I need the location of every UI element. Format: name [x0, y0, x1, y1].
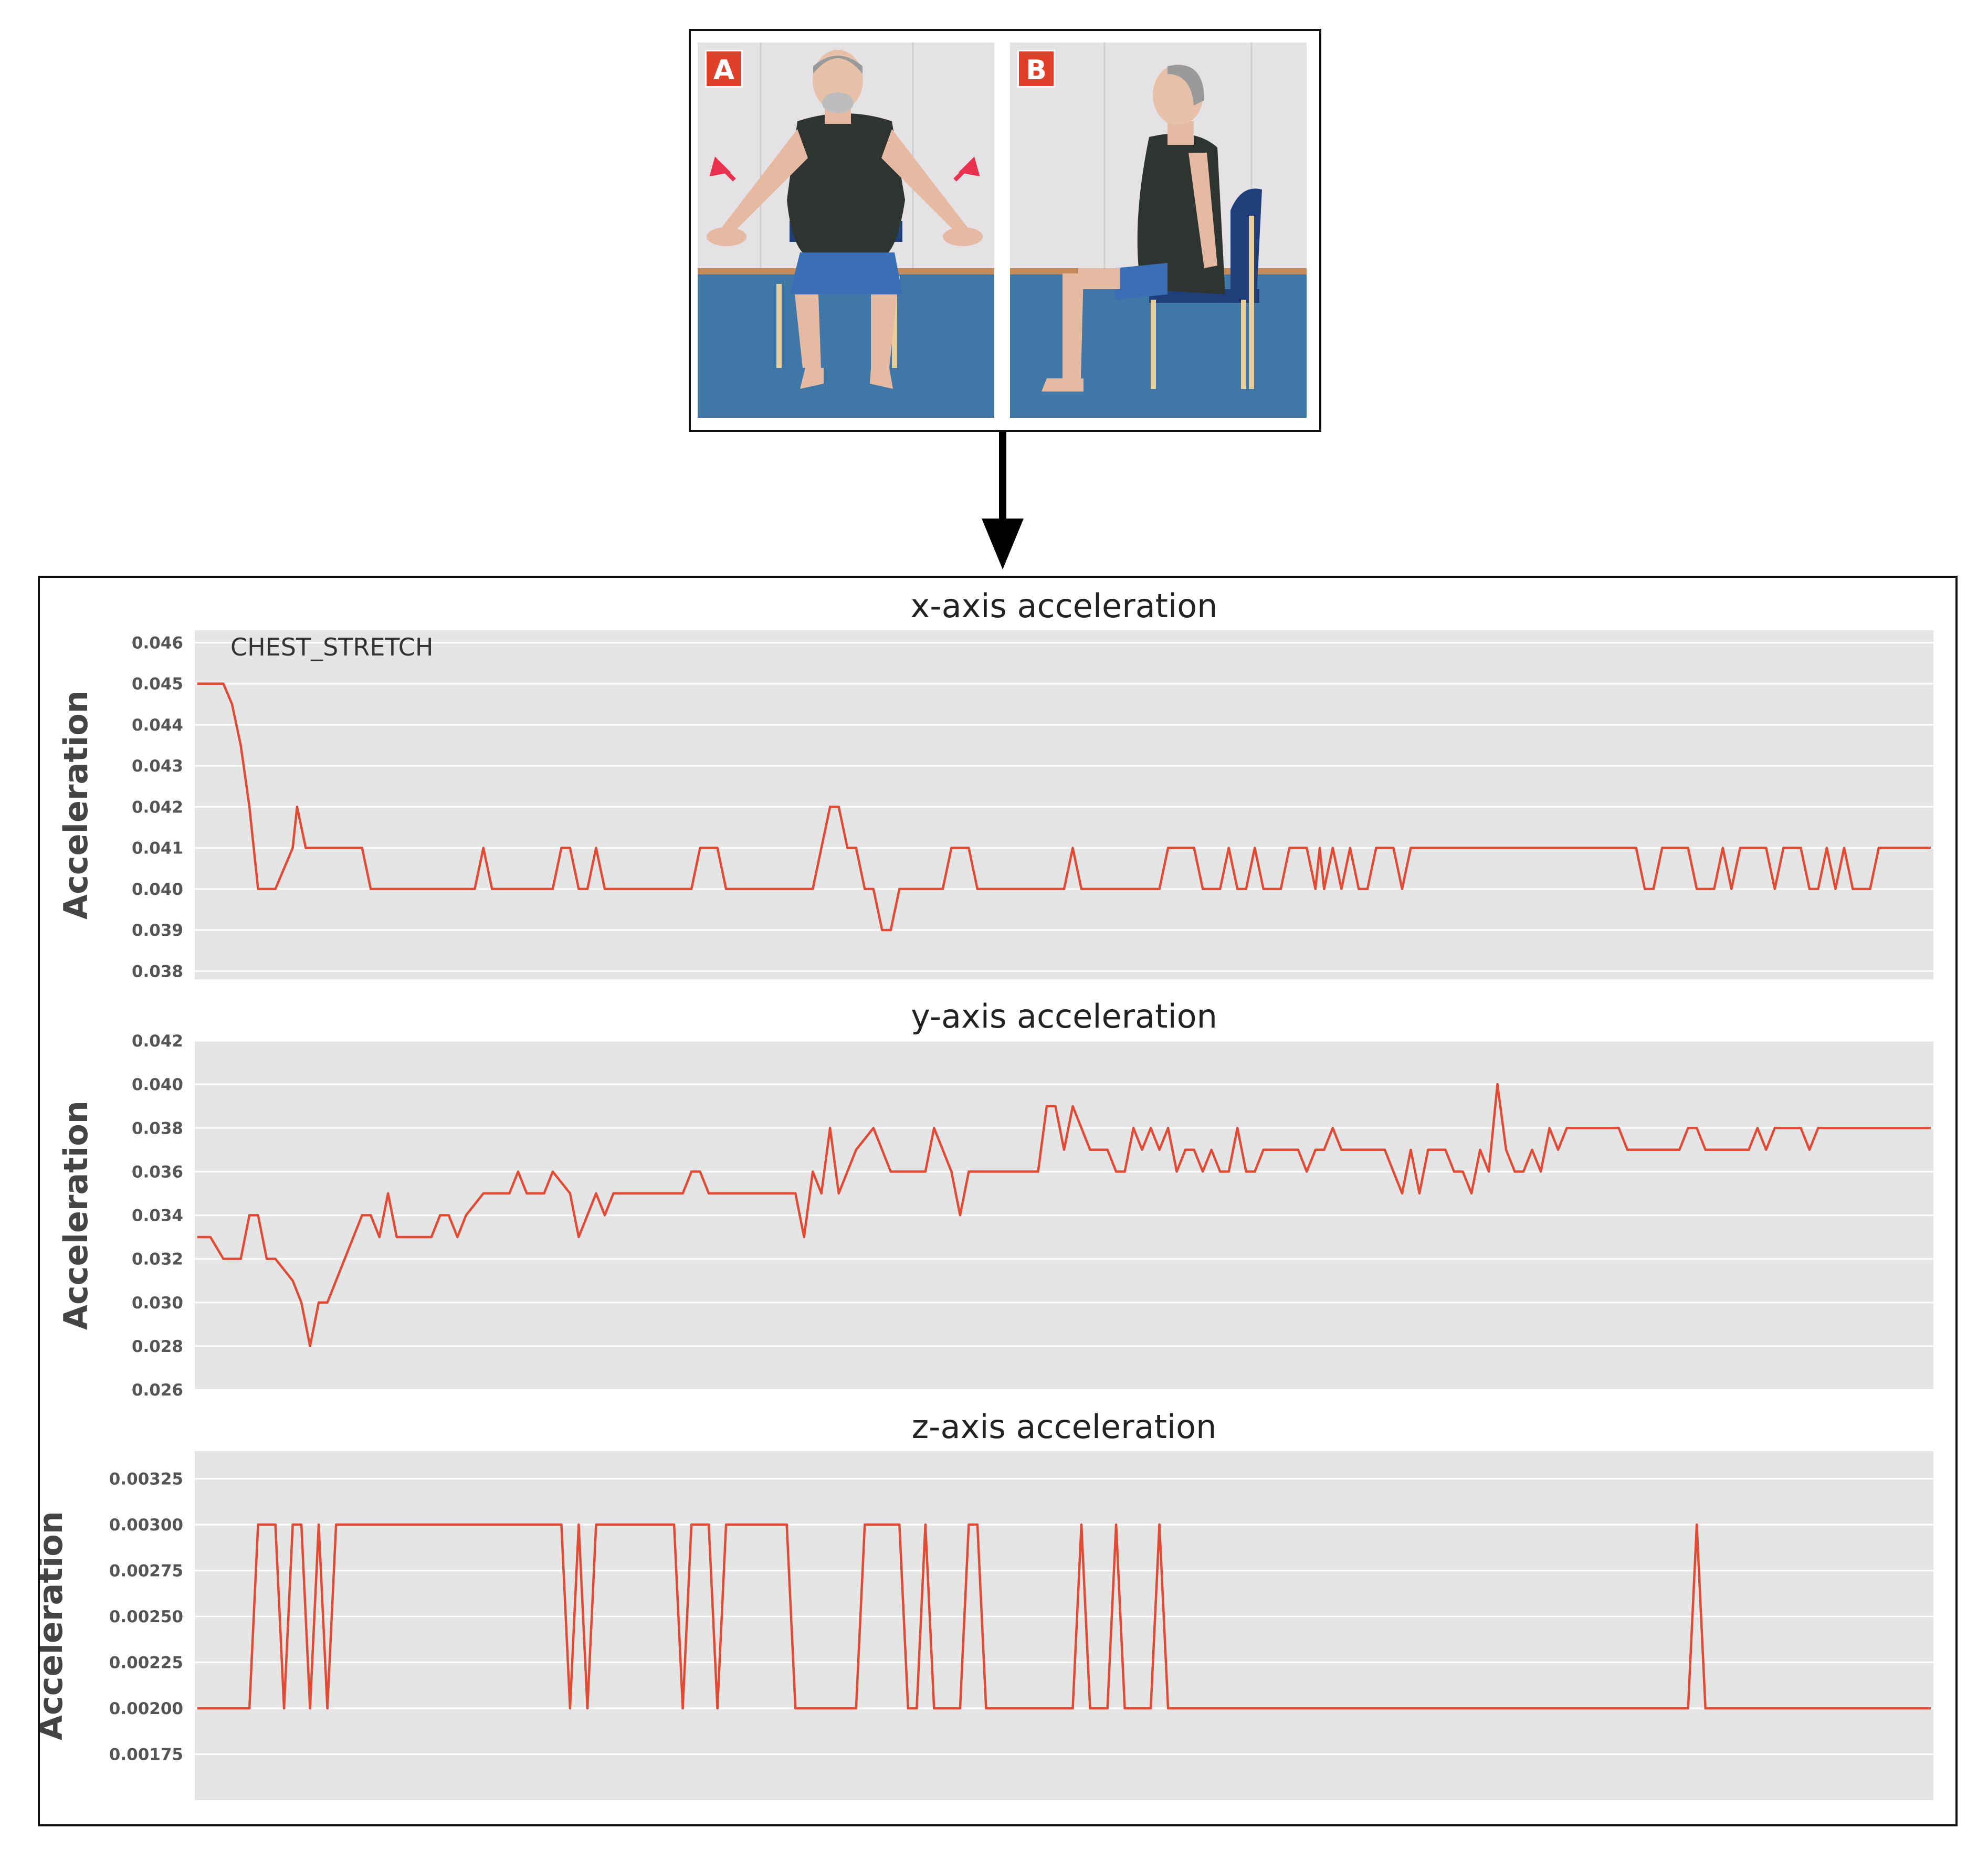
x-axis-chart-title: x-axis acceleration: [911, 587, 1218, 625]
y-axis-gridlines: [195, 1040, 1933, 1391]
z-axis-y-tick-label: 0.00225: [109, 1654, 183, 1673]
z-axis-acceleration-chart: 0.00175 0.00200 0.00225 0.00250 0.00275 0.003…: [40, 1408, 1933, 1800]
x-axis-plot-area: [195, 630, 1933, 979]
x-axis-acceleration-chart: 0.038 0.039 0.040 0.041 0.042 0.043 0.044 0.045…: [57, 587, 1933, 981]
x-axis-y-tick-label: 0.045: [132, 675, 183, 694]
acceleration-charts: 0.038 0.039 0.040 0.041 0.042 0.043 0.044 0.045…: [40, 587, 1933, 1800]
x-axis-y-tick-labels: 0.038 0.039 0.040 0.041 0.042 0.043 0.044 0.045…: [132, 633, 183, 981]
z-axis-y-tick-labels: 0.00175 0.00200 0.00225 0.00250 0.00275 0.003…: [109, 1470, 183, 1764]
y-axis-y-tick-label: 0.040: [132, 1075, 183, 1094]
panel-label-b: B: [1017, 50, 1055, 88]
y-axis-y-axis-label: Acceleration: [57, 1101, 95, 1330]
photo-panel-a: A: [698, 43, 994, 418]
z-axis-plot-area: [195, 1451, 1933, 1800]
acceleration-charts-frame: 0.038 0.039 0.040 0.041 0.042 0.043 0.044 0.045…: [38, 576, 1958, 1826]
seated-chest-stretch-side-photo: [1010, 43, 1307, 418]
z-axis-y-tick-label: 0.00175: [109, 1746, 183, 1764]
z-axis-y-tick-label: 0.00300: [109, 1516, 183, 1535]
z-axis-y-tick-label: 0.00275: [109, 1562, 183, 1581]
photo-panel-b: B: [1010, 43, 1307, 418]
y-axis-y-tick-label: 0.030: [132, 1294, 183, 1313]
exercise-photo-frame: A B: [689, 29, 1321, 432]
y-axis-chart-title: y-axis acceleration: [911, 997, 1217, 1035]
y-axis-y-tick-label: 0.042: [132, 1032, 183, 1051]
z-axis-y-tick-label: 0.00250: [109, 1608, 183, 1626]
y-axis-y-tick-label: 0.028: [132, 1337, 183, 1356]
y-axis-y-tick-label: 0.032: [132, 1250, 183, 1269]
y-axis-y-tick-label: 0.034: [132, 1207, 183, 1225]
y-axis-acceleration-chart: 0.026 0.028 0.030 0.032 0.034 0.036 0.038 0.040…: [57, 997, 1933, 1400]
x-axis-y-tick-label: 0.042: [132, 798, 183, 817]
x-axis-acceleration-line: [197, 682, 1931, 932]
z-axis-chart-title: z-axis acceleration: [912, 1408, 1217, 1446]
x-axis-y-tick-label: 0.041: [132, 839, 183, 858]
z-axis-acceleration-line: [197, 1523, 1931, 1710]
x-axis-y-tick-label: 0.038: [132, 962, 183, 981]
x-axis-y-tick-label: 0.040: [132, 880, 183, 899]
z-axis-y-tick-label: 0.00200: [109, 1699, 183, 1718]
x-axis-y-tick-label: 0.043: [132, 757, 183, 776]
y-axis-acceleration-line: [197, 1083, 1931, 1348]
z-axis-y-tick-label: 0.00325: [109, 1470, 183, 1489]
x-axis-y-tick-label: 0.046: [132, 633, 183, 652]
panel-label-a: A: [705, 50, 743, 88]
x-axis-y-axis-label: Acceleration: [57, 690, 95, 919]
exercise-label: CHEST_STRETCH: [230, 633, 434, 661]
x-axis-y-tick-label: 0.039: [132, 921, 183, 940]
y-axis-y-tick-label: 0.026: [132, 1381, 183, 1400]
y-axis-y-tick-label: 0.038: [132, 1119, 183, 1138]
y-axis-y-tick-label: 0.036: [132, 1162, 183, 1181]
z-axis-y-axis-label: Acceleration: [40, 1511, 70, 1740]
y-axis-y-tick-labels: 0.026 0.028 0.030 0.032 0.034 0.036 0.038 0.040…: [132, 1032, 183, 1400]
seated-chest-stretch-front-photo: [698, 43, 994, 418]
down-arrow-icon: [982, 432, 1024, 569]
x-axis-y-tick-label: 0.044: [132, 716, 183, 735]
